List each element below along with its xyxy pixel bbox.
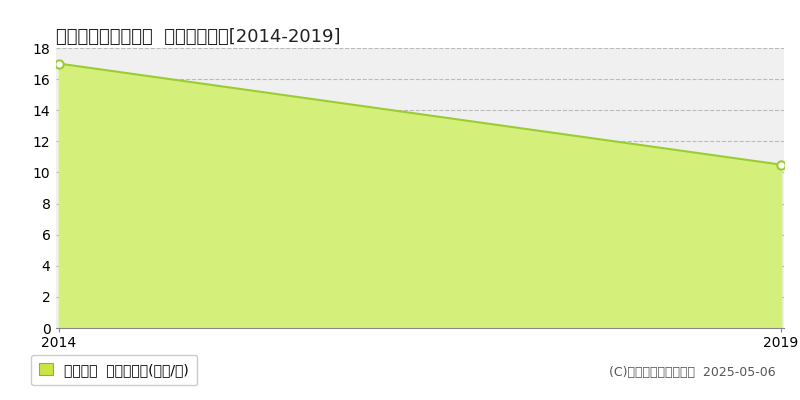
Legend: 住宅価格  平均坪単価(万円/坪): 住宅価格 平均坪単価(万円/坪) [31, 355, 198, 385]
Text: 各務原市那加土山町  住宅価格推移[2014-2019]: 各務原市那加土山町 住宅価格推移[2014-2019] [56, 28, 341, 46]
Text: (C)土地価格ドットコム  2025-05-06: (C)土地価格ドットコム 2025-05-06 [610, 366, 776, 378]
